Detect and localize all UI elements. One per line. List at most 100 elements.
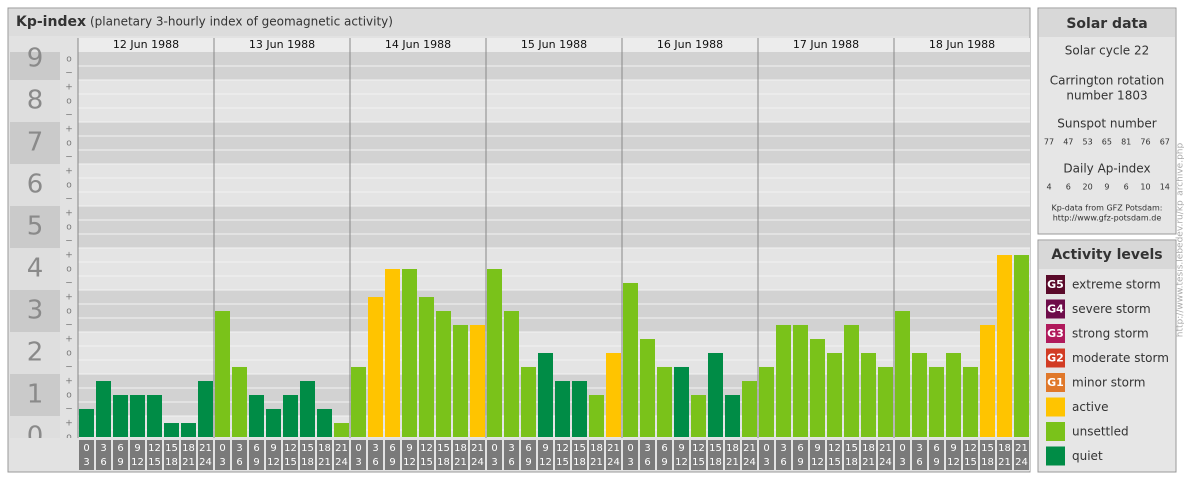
bar: [861, 353, 876, 437]
bar: [436, 311, 451, 437]
hour-label: 18: [845, 457, 858, 468]
title-bar: [9, 9, 1029, 36]
hour-box: [742, 440, 757, 470]
bar: [487, 269, 502, 437]
minor-tick-label: +: [65, 125, 73, 135]
hour-box: [504, 440, 519, 470]
hour-box: [963, 440, 978, 470]
hour-label: 9: [661, 457, 667, 468]
minor-tick-label: o: [66, 433, 72, 443]
hour-label: 3: [355, 457, 361, 468]
hour-label: 18: [182, 443, 195, 454]
hour-box: [776, 440, 791, 470]
bar: [997, 255, 1012, 437]
bar: [130, 395, 145, 437]
bar: [776, 324, 791, 437]
sunspot-title: Sunspot number: [1057, 117, 1156, 131]
legend-title: Activity levels: [1051, 247, 1162, 263]
bar: [725, 395, 740, 437]
hour-box: [181, 440, 196, 470]
hour-label: 3: [780, 443, 786, 454]
bar: [674, 366, 689, 437]
hour-label: 15: [148, 457, 161, 468]
bar: [368, 297, 383, 437]
hour-label: 15: [437, 443, 450, 454]
hour-label: 9: [253, 457, 259, 468]
y-tick-label: 3: [27, 296, 44, 326]
hour-label: 21: [743, 443, 756, 454]
sunspot-value: 81: [1121, 138, 1131, 147]
ap-value: 9: [1104, 183, 1109, 192]
hour-label: 9: [389, 457, 395, 468]
hour-label: 12: [675, 457, 688, 468]
y-tick-label: 8: [27, 86, 44, 116]
hour-label: 9: [933, 457, 939, 468]
hour-label: 18: [709, 457, 722, 468]
bar: [708, 353, 723, 437]
bar: [215, 311, 230, 437]
hour-label: 0: [83, 443, 89, 454]
hour-label: 3: [372, 443, 378, 454]
legend-swatch: [1046, 422, 1065, 441]
solar-cycle: Solar cycle 22: [1065, 44, 1150, 58]
hour-label: 3: [644, 443, 650, 454]
hour-box: [453, 440, 468, 470]
ap-value: 6: [1066, 183, 1071, 192]
bar: [742, 381, 757, 437]
hour-label: 9: [117, 457, 123, 468]
y-tick-label: 4: [27, 254, 44, 284]
hour-label: 9: [525, 457, 531, 468]
hour-label: 0: [355, 443, 361, 454]
y-band: [78, 122, 1030, 164]
bar: [79, 408, 94, 437]
hour-label: 15: [845, 443, 858, 454]
hour-box: [334, 440, 349, 470]
hour-box: [980, 440, 995, 470]
bar: [504, 311, 519, 437]
minor-tick-label: o: [66, 223, 72, 233]
hour-label: 15: [573, 443, 586, 454]
sunspot-value: 53: [1083, 138, 1093, 147]
hour-label: 12: [267, 457, 280, 468]
hour-label: 3: [763, 457, 769, 468]
bar: [793, 324, 808, 437]
hour-box: [283, 440, 298, 470]
minor-tick-label: o: [66, 391, 72, 401]
y-band: [78, 290, 1030, 332]
hour-label: 15: [692, 457, 705, 468]
chart-title: Kp-index: [16, 14, 86, 30]
hour-box: [946, 440, 961, 470]
hour-label: 21: [182, 457, 195, 468]
bar: [555, 381, 570, 437]
bar: [351, 366, 366, 437]
hour-label: 12: [556, 443, 569, 454]
hour-box: [912, 440, 927, 470]
hour-label: 3: [219, 457, 225, 468]
bar: [827, 353, 842, 437]
minor-tick-label: −: [65, 363, 73, 373]
y-label-cell: [10, 122, 60, 164]
hour-box: [96, 440, 111, 470]
hour-label: 9: [814, 443, 820, 454]
legend-label: minor storm: [1072, 376, 1145, 390]
bar: [181, 423, 196, 437]
hour-box: [300, 440, 315, 470]
minor-tick-label: +: [65, 293, 73, 303]
minor-tick-label: −: [65, 69, 73, 79]
bar: [640, 339, 655, 437]
day-label: 16 Jun 1988: [657, 38, 723, 51]
bar: [402, 269, 417, 437]
bar: [232, 366, 247, 437]
ap-value: 4: [1046, 183, 1051, 192]
hour-label: 21: [1015, 443, 1028, 454]
bar: [419, 297, 434, 437]
legend-swatch: [1046, 324, 1065, 343]
hour-label: 12: [964, 443, 977, 454]
bar: [249, 395, 264, 437]
hour-box: [436, 440, 451, 470]
bar: [759, 366, 774, 437]
hour-label: 6: [933, 443, 939, 454]
bar: [929, 366, 944, 437]
hour-label: 3: [508, 443, 514, 454]
hour-box: [606, 440, 621, 470]
